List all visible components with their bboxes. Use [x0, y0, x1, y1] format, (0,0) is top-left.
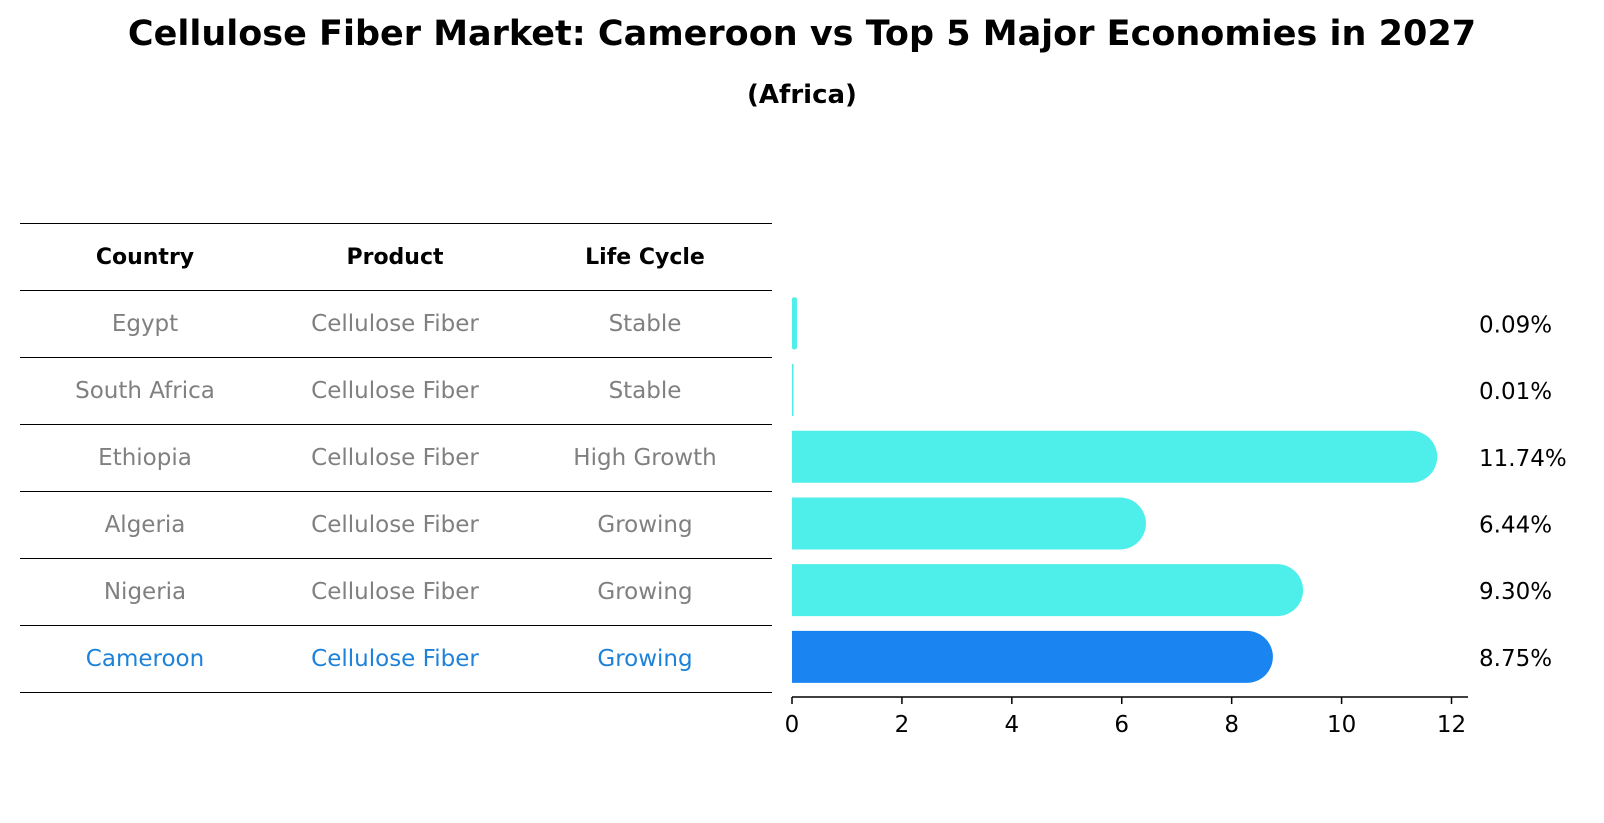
header-product: Product — [346, 244, 444, 270]
x-tick-label: 6 — [1114, 712, 1129, 738]
data-label: 0.01% — [1479, 379, 1552, 405]
cell-product: Cellulose Fiber — [311, 512, 479, 538]
cell-life-cycle: Stable — [608, 311, 682, 337]
chart-subtitle: (Africa) — [747, 80, 857, 110]
data-label: 9.30% — [1479, 579, 1552, 605]
table-row: Egypt Cellulose Fiber Stable — [20, 291, 772, 358]
table-row: Ethiopia Cellulose Fiber High Growth — [20, 425, 772, 492]
bar-ethiopia — [792, 430, 1438, 483]
bar-south-africa — [792, 364, 794, 417]
cell-product: Cellulose Fiber — [311, 646, 479, 672]
x-tick-label: 10 — [1327, 712, 1356, 738]
x-tick-label: 0 — [785, 712, 800, 738]
cell-country: Ethiopia — [98, 445, 192, 471]
data-label: 0.09% — [1479, 312, 1552, 338]
cell-life-cycle: Stable — [608, 378, 682, 404]
bar-cameroon — [792, 630, 1273, 683]
x-tick-label: 2 — [895, 712, 910, 738]
bar-egypt — [792, 297, 797, 350]
cell-product: Cellulose Fiber — [311, 378, 479, 404]
x-tick-label: 4 — [1005, 712, 1020, 738]
cell-country: South Africa — [75, 378, 215, 404]
cell-product: Cellulose Fiber — [311, 579, 479, 605]
cell-product: Cellulose Fiber — [311, 311, 479, 337]
cell-life-cycle: Growing — [597, 646, 693, 672]
cell-country: Algeria — [104, 512, 186, 538]
cell-country: Nigeria — [103, 579, 187, 605]
table-row: Algeria Cellulose Fiber Growing — [20, 492, 772, 559]
data-label: 11.74% — [1479, 446, 1567, 472]
chart-title: Cellulose Fiber Market: Cameroon vs Top … — [127, 14, 1477, 54]
table-header-row: Country Product Life Cycle — [20, 223, 772, 291]
x-tick-label: 12 — [1437, 712, 1466, 738]
cell-life-cycle: High Growth — [573, 445, 717, 471]
x-tick-label: 8 — [1224, 712, 1239, 738]
data-label: 8.75% — [1479, 646, 1552, 672]
cell-life-cycle: Growing — [597, 579, 693, 605]
cell-country: Egypt — [111, 311, 179, 337]
cell-life-cycle: Growing — [597, 512, 693, 538]
table-row: Nigeria Cellulose Fiber Growing — [20, 559, 772, 626]
header-country: Country — [95, 244, 195, 270]
header-life-cycle: Life Cycle — [585, 244, 705, 270]
table-row-highlighted: Cameroon Cellulose Fiber Growing — [20, 626, 772, 693]
cell-country: Cameroon — [85, 646, 205, 672]
table-row: South Africa Cellulose Fiber Stable — [20, 358, 772, 425]
cell-product: Cellulose Fiber — [311, 445, 479, 471]
bar-nigeria — [792, 564, 1304, 617]
bar-algeria — [792, 497, 1146, 550]
data-label: 6.44% — [1479, 512, 1552, 538]
data-table: Country Product Life Cycle Egypt Cellulo… — [20, 223, 772, 693]
